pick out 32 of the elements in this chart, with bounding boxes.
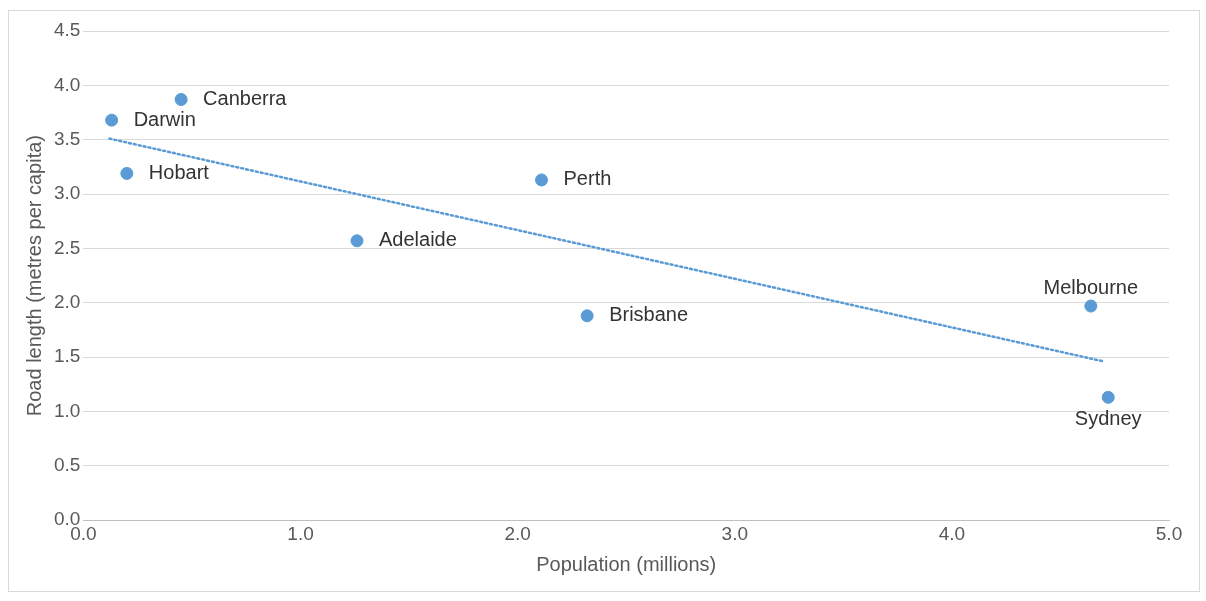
annotation: Canberra (203, 87, 288, 109)
y-tick-label: 4.0 (53, 73, 81, 95)
point (120, 166, 134, 180)
annotation: Sydney (1074, 406, 1142, 429)
point (350, 234, 364, 248)
annotation: Darwin (133, 107, 196, 130)
y-tick-label: 0.5 (53, 454, 81, 476)
x-axis-title: Population (millions) (536, 552, 717, 575)
y-tick-label: 3.5 (53, 127, 81, 149)
point (174, 92, 188, 106)
y-tick-label: 2.0 (53, 291, 81, 313)
point (105, 113, 119, 127)
annotation: Brisbane (609, 303, 689, 326)
annotation: Melbourne (1043, 275, 1139, 298)
point (580, 309, 594, 323)
y-tick-label: 2.5 (53, 236, 81, 258)
y-tick-label: 1.5 (53, 345, 81, 367)
point (1101, 390, 1115, 404)
annotation: Perth (563, 167, 612, 190)
y-axis-title: Road length (metres per capita) (22, 134, 45, 417)
x-tick-label: 4.0 (938, 522, 966, 544)
annotation: Adelaide (378, 228, 457, 251)
x-tick-label: 2.0 (504, 522, 531, 544)
x-tick-label: 1.0 (287, 522, 314, 544)
y-tick-label: 1.0 (53, 399, 81, 421)
y-tick-label: 3.0 (53, 182, 81, 204)
x-tick-label: 5.0 (1155, 522, 1183, 544)
point (1084, 299, 1098, 313)
point (535, 173, 549, 187)
x-tick-label: 3.0 (721, 522, 748, 544)
y-tick-label: 4.5 (53, 19, 81, 41)
annotation: Hobart (148, 160, 210, 183)
